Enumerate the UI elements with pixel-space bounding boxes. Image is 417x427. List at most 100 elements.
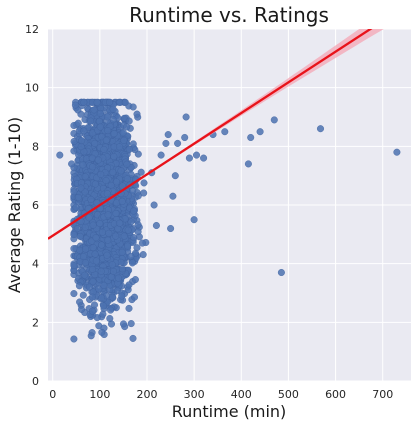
data-point xyxy=(169,192,177,200)
data-point xyxy=(167,224,175,232)
data-point xyxy=(91,250,99,258)
y-tick-label: 2 xyxy=(32,316,39,329)
data-point xyxy=(109,267,117,275)
data-point xyxy=(74,119,82,127)
data-point xyxy=(78,137,86,145)
data-point xyxy=(68,160,76,168)
data-point xyxy=(87,332,95,340)
data-point xyxy=(104,127,112,135)
data-point xyxy=(99,310,107,318)
data-point xyxy=(128,259,136,267)
data-point xyxy=(81,271,89,279)
x-tick-label: 0 xyxy=(49,388,56,401)
data-point xyxy=(133,110,141,118)
data-point xyxy=(123,160,131,168)
data-point xyxy=(71,101,79,109)
x-tick-label: 600 xyxy=(325,388,346,401)
data-point xyxy=(270,116,278,124)
data-point xyxy=(82,245,90,253)
data-point xyxy=(150,201,158,209)
data-point xyxy=(221,128,229,136)
data-point xyxy=(105,229,113,237)
data-point xyxy=(100,145,108,153)
data-point xyxy=(130,293,138,301)
data-point xyxy=(98,294,106,302)
data-point xyxy=(98,228,106,236)
y-axis-label: Average Rating (1-10) xyxy=(5,117,24,293)
data-point xyxy=(123,123,131,131)
data-point xyxy=(117,167,125,175)
data-point xyxy=(118,265,126,273)
data-point xyxy=(125,117,133,125)
y-tick-label: 4 xyxy=(32,258,39,271)
data-point xyxy=(89,278,97,286)
data-point xyxy=(112,178,120,186)
data-point xyxy=(93,98,101,106)
y-tick-label: 12 xyxy=(25,23,39,36)
data-point xyxy=(129,140,137,148)
data-point xyxy=(103,251,111,259)
data-point xyxy=(107,306,115,314)
data-point xyxy=(89,221,97,229)
data-point xyxy=(119,320,127,328)
data-point xyxy=(134,221,142,229)
data-point xyxy=(277,269,285,277)
y-tick-label: 10 xyxy=(25,82,39,95)
data-point xyxy=(89,244,97,252)
data-point xyxy=(98,241,106,249)
x-tick-label: 500 xyxy=(278,388,299,401)
data-point xyxy=(81,173,89,181)
data-point xyxy=(87,117,95,125)
data-point xyxy=(77,305,85,313)
data-point xyxy=(171,172,179,180)
data-point xyxy=(256,128,264,136)
data-point xyxy=(88,293,96,301)
data-point xyxy=(79,291,87,299)
x-tick-label: 700 xyxy=(372,388,393,401)
data-point xyxy=(125,281,133,289)
data-point xyxy=(95,285,103,293)
data-point xyxy=(109,168,117,176)
data-point xyxy=(97,267,105,275)
data-point xyxy=(70,290,78,298)
data-point xyxy=(97,170,105,178)
data-point xyxy=(116,219,124,227)
data-point xyxy=(90,301,98,309)
data-point xyxy=(98,133,106,141)
y-tick-label: 6 xyxy=(32,199,39,212)
data-point xyxy=(81,223,89,231)
data-point xyxy=(139,251,147,259)
y-tick-label: 8 xyxy=(32,140,39,153)
data-point xyxy=(77,184,85,192)
data-point xyxy=(127,252,135,260)
data-point xyxy=(88,307,96,315)
data-point xyxy=(108,293,116,301)
data-point xyxy=(112,209,120,217)
data-point xyxy=(138,239,146,247)
data-point xyxy=(99,302,107,310)
data-point xyxy=(124,226,132,234)
data-point xyxy=(85,214,93,222)
data-point xyxy=(104,236,112,244)
data-point xyxy=(182,113,190,121)
regression-line-group xyxy=(48,29,384,240)
data-point xyxy=(174,139,182,147)
data-point xyxy=(70,245,78,253)
data-point xyxy=(112,232,120,240)
data-point xyxy=(79,253,87,261)
data-point xyxy=(247,133,255,141)
grid-lines xyxy=(48,28,411,382)
data-point xyxy=(133,244,141,252)
data-point xyxy=(70,262,78,270)
data-point xyxy=(96,123,104,131)
x-tick-labels: 0 100 200 300 400 500 600 700 xyxy=(49,388,393,401)
data-point xyxy=(109,105,117,113)
data-point xyxy=(152,221,160,229)
data-point xyxy=(118,197,126,205)
x-tick-label: 400 xyxy=(231,388,252,401)
data-point xyxy=(95,117,103,125)
data-point xyxy=(74,193,82,201)
x-tick-label: 100 xyxy=(89,388,110,401)
data-point xyxy=(85,283,93,291)
data-point xyxy=(137,168,145,176)
